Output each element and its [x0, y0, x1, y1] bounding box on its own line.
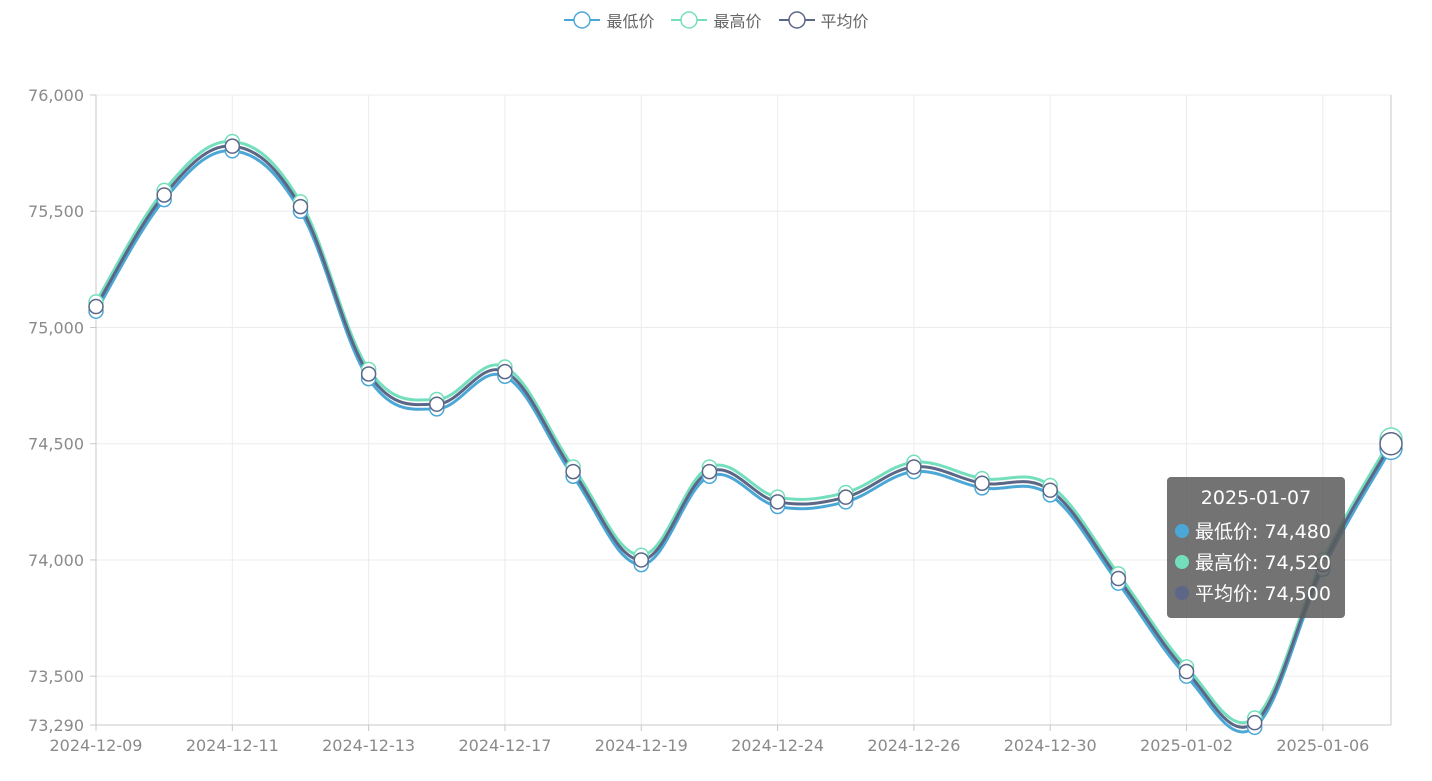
tooltip-row-high: 最高价: 74,520 [1175, 546, 1337, 577]
data-point-avg [1111, 572, 1125, 586]
data-point-avg [771, 495, 785, 509]
tooltip-date: 2025-01-07 [1175, 487, 1337, 509]
series-line-avg [96, 146, 1391, 727]
data-point-avg [1248, 716, 1262, 730]
y-tick-label: 73,500 [28, 667, 84, 686]
y-tick-label: 75,000 [28, 318, 84, 337]
x-tick-label: 2024-12-19 [595, 736, 688, 755]
data-point-avg [157, 188, 171, 202]
data-point-avg [1380, 433, 1402, 455]
data-point-avg [225, 139, 239, 153]
y-tick-label: 73,290 [28, 716, 84, 735]
x-tick-label: 2024-12-26 [867, 736, 960, 755]
x-tick-label: 2024-12-09 [50, 736, 143, 755]
data-point-avg [839, 490, 853, 504]
data-point-avg [1043, 483, 1057, 497]
data-point-avg [1180, 665, 1194, 679]
data-point-avg [975, 476, 989, 490]
tooltip-high-value: 最高价: 74,520 [1195, 548, 1331, 575]
x-tick-label: 2024-12-17 [458, 736, 551, 755]
tooltip-high-dot [1175, 555, 1189, 569]
x-tick-label: 2025-01-02 [1140, 736, 1233, 755]
data-point-avg [498, 365, 512, 379]
x-tick-label: 2024-12-30 [1004, 736, 1097, 755]
y-tick-label: 75,500 [28, 202, 84, 221]
tooltip-avg-dot [1175, 586, 1189, 600]
data-point-avg [89, 300, 103, 314]
hover-tooltip: 2025-01-07 最低价: 74,480 最高价: 74,520 平均价: … [1167, 477, 1345, 618]
y-tick-label: 74,000 [28, 551, 84, 570]
data-point-avg [430, 397, 444, 411]
tooltip-row-avg: 平均价: 74,500 [1175, 577, 1337, 608]
data-point-avg [907, 460, 921, 474]
data-point-avg [566, 465, 580, 479]
tooltip-avg-value: 平均价: 74,500 [1195, 579, 1331, 606]
tooltip-low-value: 最低价: 74,480 [1195, 517, 1331, 544]
data-point-avg [634, 553, 648, 567]
series-line-high [96, 141, 1391, 722]
x-tick-label: 2024-12-24 [731, 736, 824, 755]
tooltip-row-low: 最低价: 74,480 [1175, 515, 1337, 546]
y-tick-label: 74,500 [28, 435, 84, 454]
x-tick-label: 2024-12-13 [322, 736, 415, 755]
data-point-avg [293, 200, 307, 214]
series-line-low [96, 151, 1391, 732]
data-point-avg [702, 465, 716, 479]
data-point-avg [362, 367, 376, 381]
x-tick-label: 2024-12-11 [186, 736, 279, 755]
y-tick-label: 76,000 [28, 86, 84, 105]
x-tick-label: 2025-01-06 [1276, 736, 1369, 755]
tooltip-low-dot [1175, 524, 1189, 538]
